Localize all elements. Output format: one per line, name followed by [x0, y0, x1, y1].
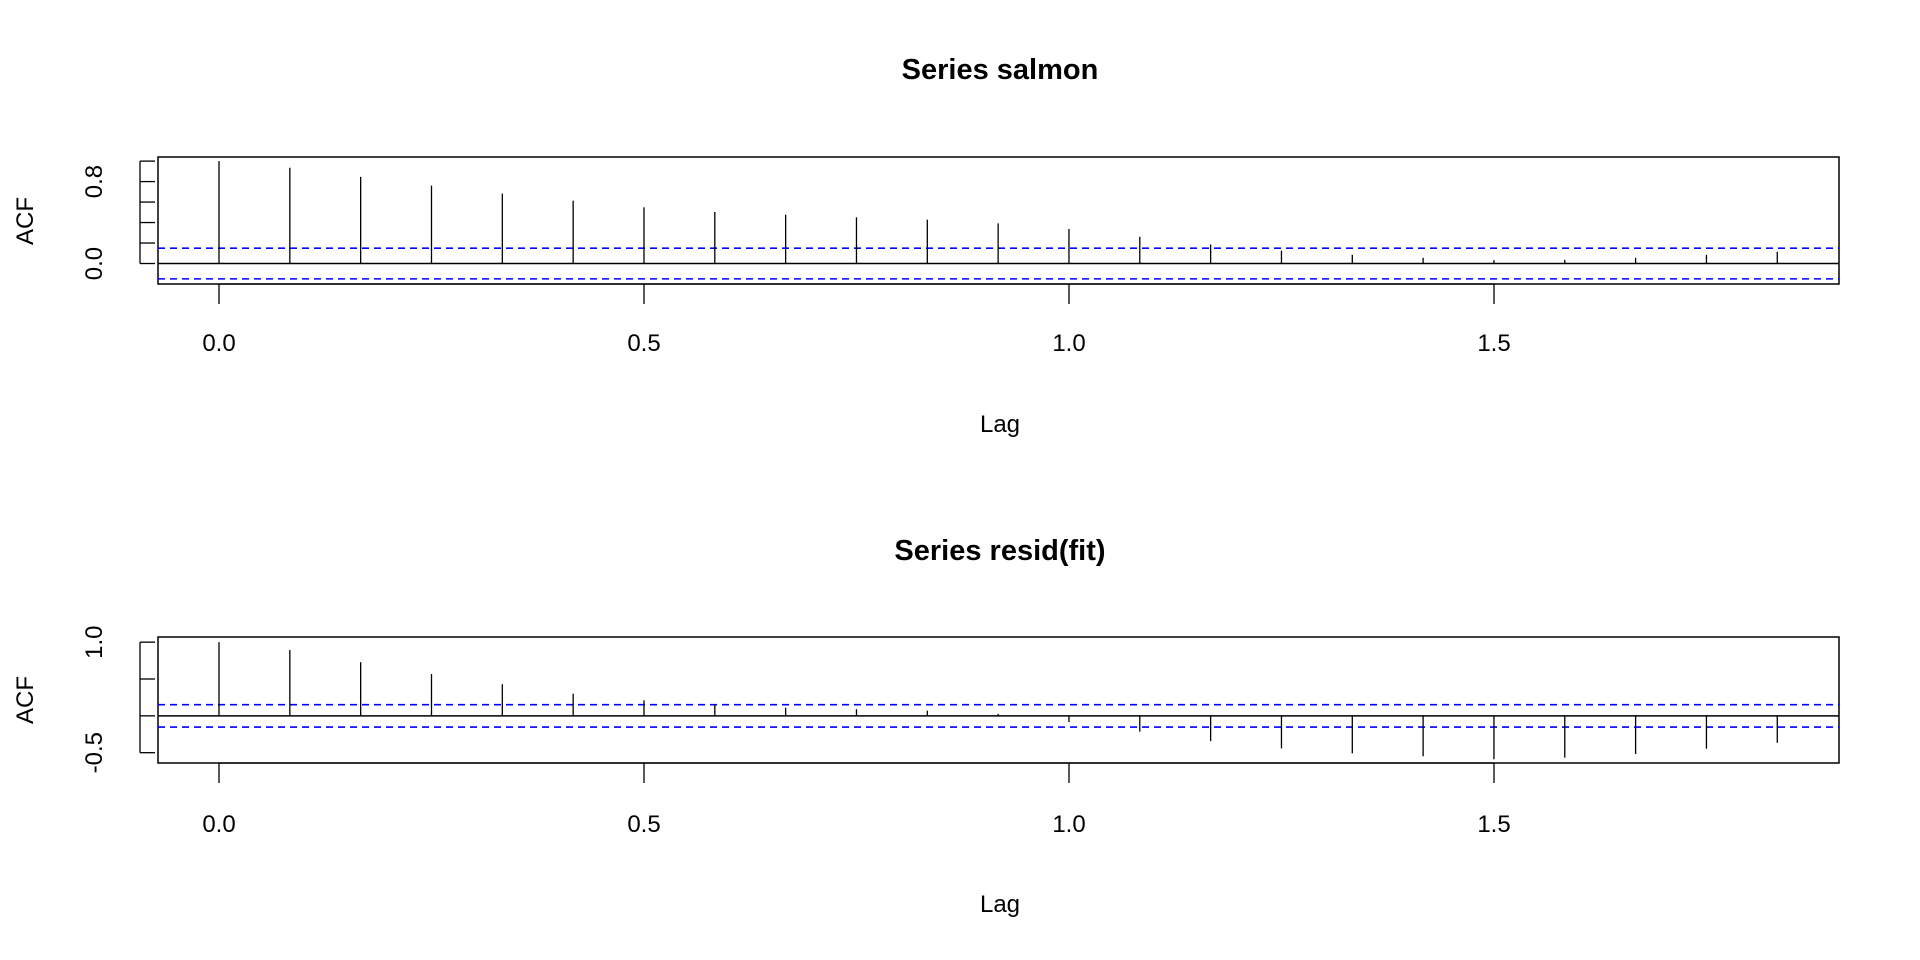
x-tick-label: 0.0 — [202, 811, 235, 838]
y-tick-label: 0.0 — [81, 247, 108, 280]
chart-title: Series salmon — [902, 54, 1099, 86]
x-tick-label: 1.0 — [1052, 330, 1085, 357]
y-axis-label: ACF — [12, 197, 39, 245]
x-tick-label: 0.5 — [627, 330, 660, 357]
x-tick-label: 0.0 — [202, 330, 235, 357]
plot-frame — [157, 156, 1840, 285]
plot-frame — [157, 636, 1840, 764]
x-tick-label: 0.5 — [627, 811, 660, 838]
acf-panel-salmon: Series salmon Lag ACF 0.0 0.5 1.0 1.5 0.0 0.8 — [12, 54, 1840, 438]
x-tick-label: 1.5 — [1477, 330, 1510, 357]
x-tick-label: 1.5 — [1477, 811, 1510, 838]
y-axis-label: ACF — [12, 676, 39, 724]
x-tick-label: 1.0 — [1052, 811, 1085, 838]
y-tick-label: 1.0 — [81, 625, 108, 658]
chart-title: Series resid(fit) — [894, 535, 1105, 567]
y-tick-label: -0.5 — [81, 732, 108, 773]
y-tick-label: 0.8 — [81, 165, 108, 198]
x-axis-label: Lag — [980, 891, 1020, 918]
acf-panel-resid: Series resid(fit) Lag ACF 0.0 0.5 1.0 1.5 -0… — [12, 535, 1840, 918]
x-axis-label: Lag — [980, 411, 1020, 438]
